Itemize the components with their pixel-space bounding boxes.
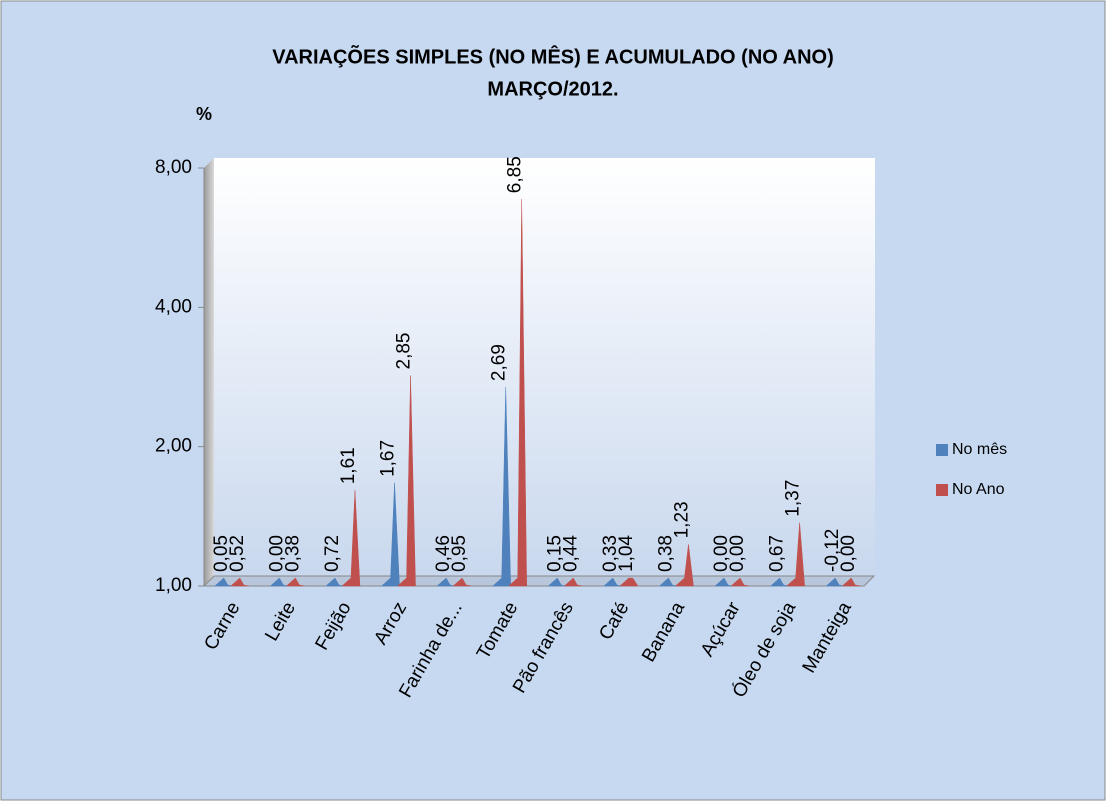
data-label: 0,95 (449, 535, 470, 572)
y-tick-label: 4,00 (155, 296, 192, 317)
cone (269, 577, 289, 587)
cone (508, 199, 527, 587)
cone (674, 544, 694, 587)
data-label: 0,33 (600, 535, 621, 572)
data-label: 2,85 (394, 332, 415, 369)
cone (492, 387, 511, 587)
data-label: 0,44 (560, 535, 581, 572)
y-tick-label: 8,00 (155, 157, 192, 178)
cone (714, 577, 734, 587)
chart-subtitle: MARÇO/2012. (487, 78, 618, 100)
legend-swatch (936, 444, 948, 456)
cone (341, 490, 361, 587)
data-label: 0,38 (655, 535, 676, 572)
legend-label: No Ano (952, 481, 1005, 498)
y-tick-label: 2,00 (155, 436, 192, 457)
cone (785, 522, 805, 587)
legend-swatch (936, 484, 948, 496)
cone (214, 577, 233, 587)
cone (396, 375, 416, 587)
data-label: 0,00 (711, 535, 732, 572)
data-label: 0,00 (727, 535, 748, 572)
data-label: 2,69 (489, 344, 510, 381)
cone (563, 577, 583, 587)
cone (730, 577, 750, 587)
floor (202, 575, 876, 587)
data-label: 0,52 (227, 535, 248, 572)
data-label: 0,38 (282, 535, 303, 572)
data-label: 0,67 (767, 535, 788, 572)
cone (230, 577, 249, 587)
data-label: 0,05 (211, 535, 232, 572)
data-label: 1,37 (783, 480, 804, 517)
cone (452, 577, 472, 587)
cone (436, 577, 456, 587)
cone (825, 577, 845, 587)
cone (619, 577, 639, 587)
data-label: 1,61 (338, 447, 359, 484)
data-label: 0,15 (544, 535, 565, 572)
back-wall (214, 158, 875, 576)
legend-label: No mês (952, 441, 1007, 458)
y-tick-label: 1,00 (155, 575, 192, 596)
data-label: 0,00 (266, 535, 287, 572)
side-wall (204, 158, 214, 586)
data-label: 6,85 (505, 156, 526, 193)
data-label: -0,12 (822, 529, 843, 572)
cone (325, 577, 345, 587)
chart-title: VARIAÇÕES SIMPLES (NO MÊS) E ACUMULADO (… (272, 44, 833, 68)
data-label: 1,67 (378, 440, 399, 477)
data-label: 1,23 (671, 501, 692, 538)
cone (285, 577, 305, 587)
cone (658, 577, 678, 587)
data-label: 1,04 (616, 535, 637, 572)
cone (380, 482, 400, 587)
data-label: 0,00 (838, 535, 859, 572)
y-axis-label: % (196, 104, 212, 124)
data-label: 0,46 (433, 535, 454, 572)
cone (769, 577, 789, 587)
data-label: 0,72 (322, 535, 343, 572)
cone (841, 577, 861, 587)
cone (603, 577, 622, 587)
cone (547, 577, 567, 587)
